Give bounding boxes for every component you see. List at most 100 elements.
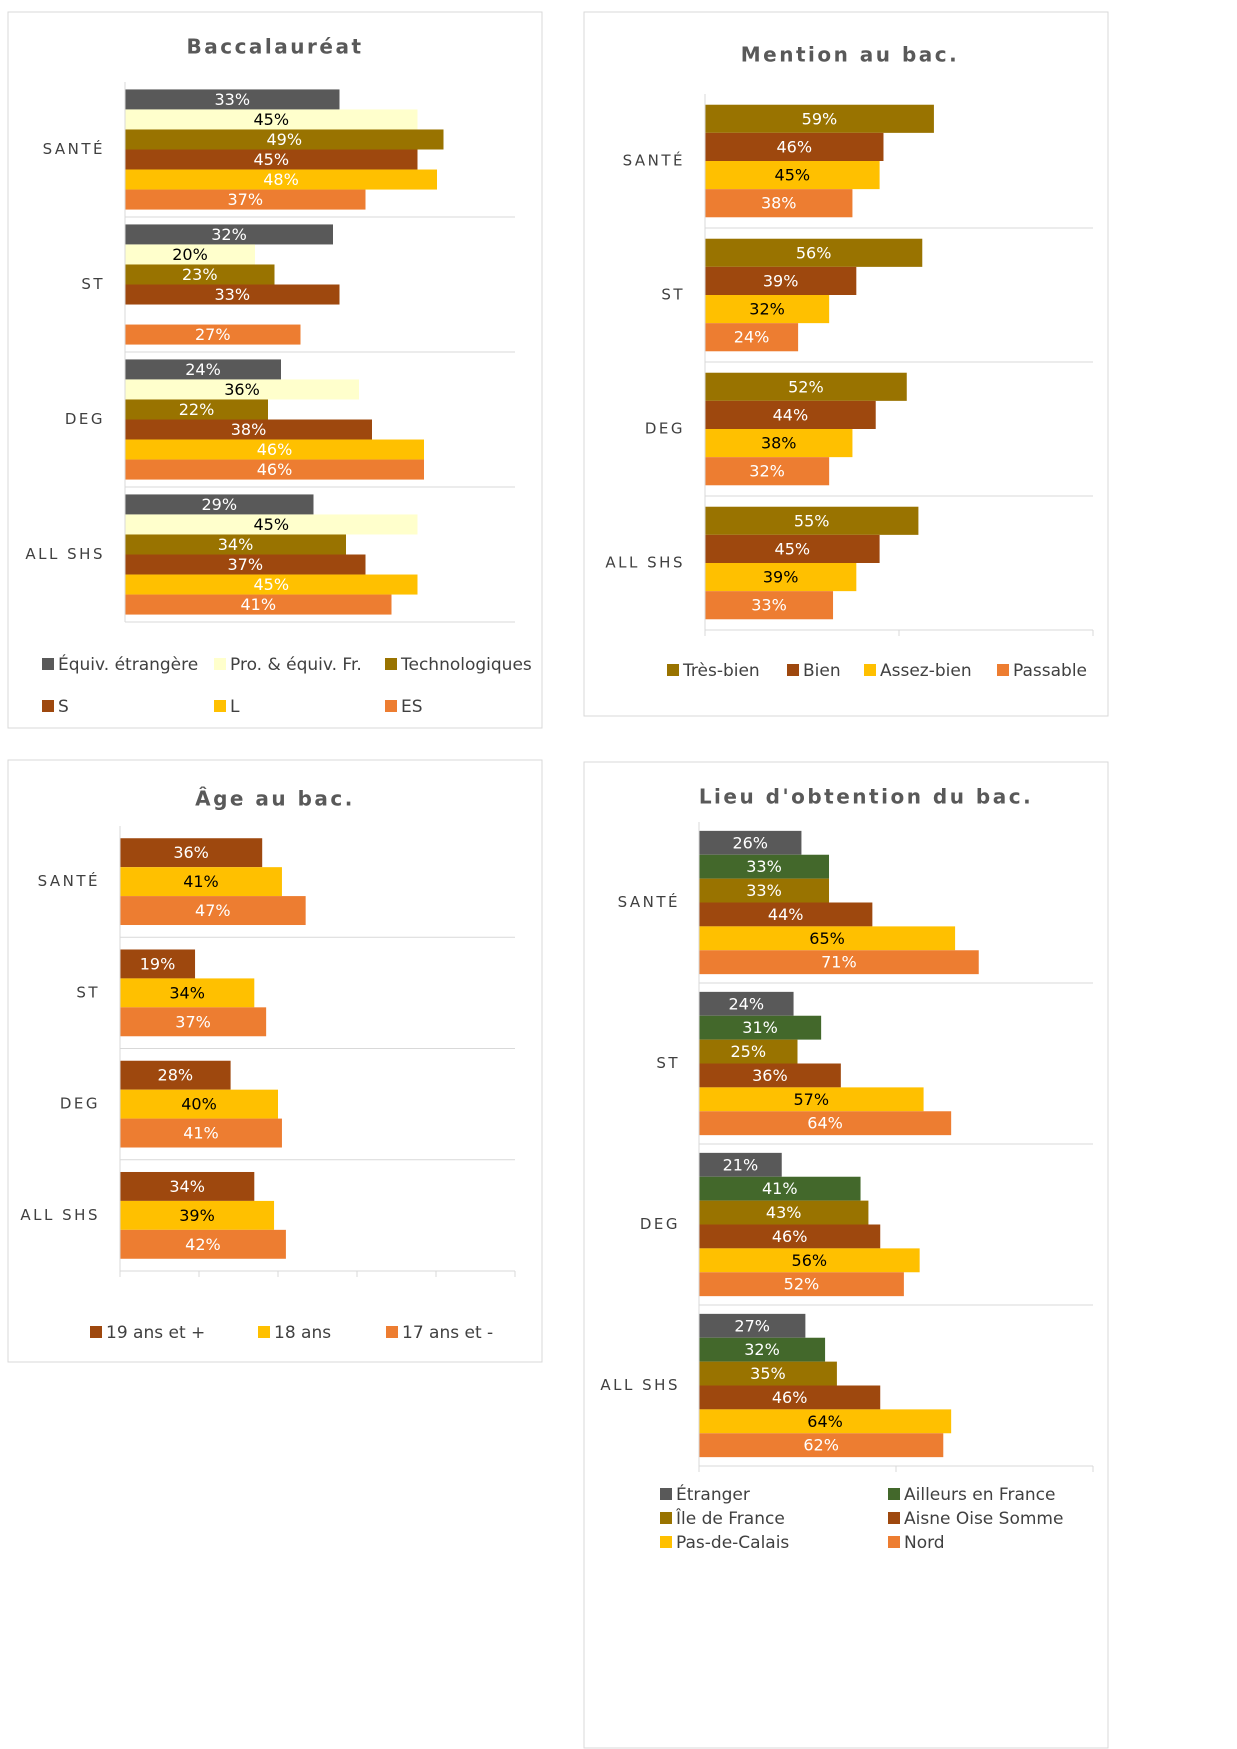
value-label: 45% xyxy=(253,150,289,169)
value-label: 19% xyxy=(140,954,176,973)
bar xyxy=(125,284,340,305)
bar xyxy=(699,1111,952,1136)
bar xyxy=(699,1409,952,1434)
legend-label: 19 ans et + xyxy=(106,1323,205,1343)
value-label: 39% xyxy=(179,1206,215,1225)
bar xyxy=(699,1361,837,1386)
legend-label: Aisne Oise Somme xyxy=(904,1509,1063,1529)
value-label: 29% xyxy=(201,495,237,514)
value-label: 37% xyxy=(175,1012,211,1031)
bar xyxy=(125,594,392,615)
value-label: 56% xyxy=(796,243,832,262)
value-label: 41% xyxy=(183,872,219,891)
category-label: ST xyxy=(661,286,685,304)
value-label: 38% xyxy=(761,194,797,213)
bar xyxy=(705,563,857,592)
bar xyxy=(699,830,802,855)
value-label: 46% xyxy=(257,440,293,459)
bar xyxy=(125,379,359,400)
legend-swatch xyxy=(42,658,54,670)
bar xyxy=(125,264,275,285)
value-label: 32% xyxy=(749,462,785,481)
value-label: 45% xyxy=(775,166,811,185)
value-label: 43% xyxy=(766,1203,802,1222)
category-label: DEG xyxy=(640,1215,680,1233)
bar xyxy=(125,359,281,380)
value-label: 33% xyxy=(214,285,250,304)
value-label: 27% xyxy=(195,325,231,344)
value-label: 35% xyxy=(750,1364,786,1383)
bar xyxy=(125,129,444,150)
value-label: 26% xyxy=(732,833,768,852)
value-label: 44% xyxy=(768,905,804,924)
legend-label: 17 ans et - xyxy=(402,1323,493,1343)
legend-label: L xyxy=(230,697,240,717)
bar xyxy=(120,896,306,926)
bar xyxy=(120,838,263,868)
bar xyxy=(705,372,907,401)
value-label: 21% xyxy=(723,1155,759,1174)
category-label: SANTÉ xyxy=(623,151,685,170)
bar xyxy=(699,1152,782,1177)
value-label: 25% xyxy=(730,1042,766,1061)
value-label: 42% xyxy=(185,1235,221,1254)
legend-label: Équiv. étrangère xyxy=(58,653,198,675)
value-label: 27% xyxy=(734,1316,770,1335)
bar xyxy=(120,1089,278,1119)
value-label: 56% xyxy=(792,1251,828,1270)
value-label: 45% xyxy=(253,575,289,594)
bar xyxy=(705,132,884,161)
legend-swatch xyxy=(660,1488,672,1500)
bar xyxy=(699,1385,881,1410)
value-label: 37% xyxy=(227,555,263,574)
category-label: ST xyxy=(656,1054,680,1072)
bar xyxy=(125,224,333,245)
bar xyxy=(120,949,196,979)
value-label: 45% xyxy=(253,515,289,534)
value-label: 33% xyxy=(214,90,250,109)
bar xyxy=(699,1313,806,1338)
bar xyxy=(699,1272,904,1297)
bar xyxy=(699,950,979,975)
legend-label: Assez-bien xyxy=(880,661,972,681)
value-label: 34% xyxy=(169,1177,205,1196)
bar xyxy=(125,459,424,480)
bar xyxy=(699,854,830,879)
value-label: 62% xyxy=(803,1436,839,1455)
bar xyxy=(699,1337,826,1362)
category-label: ST xyxy=(76,983,100,1001)
bar xyxy=(125,189,366,210)
legend-label: Étranger xyxy=(676,1483,750,1505)
value-label: 36% xyxy=(752,1066,788,1085)
value-label: 46% xyxy=(776,137,812,156)
value-label: 47% xyxy=(195,901,231,920)
value-label: 40% xyxy=(181,1095,217,1114)
legend-swatch xyxy=(888,1488,900,1500)
value-label: 52% xyxy=(784,1275,820,1294)
bar xyxy=(705,161,880,190)
chart-title: Âge au bac. xyxy=(195,787,355,811)
bar xyxy=(699,991,794,1016)
value-label: 64% xyxy=(807,1412,843,1431)
legend-swatch xyxy=(667,664,679,676)
chart-title: Baccalauréat xyxy=(186,35,363,59)
category-label: ST xyxy=(81,275,105,293)
bar xyxy=(125,149,418,170)
bar xyxy=(705,400,876,429)
value-label: 52% xyxy=(788,377,824,396)
value-label: 23% xyxy=(182,265,218,284)
value-label: 39% xyxy=(763,568,799,587)
bar xyxy=(699,1063,841,1088)
value-label: 64% xyxy=(807,1114,843,1133)
bar xyxy=(699,1039,798,1064)
bar xyxy=(699,1224,881,1249)
category-label: DEG xyxy=(60,1095,100,1113)
legend-swatch xyxy=(385,658,397,670)
legend-swatch xyxy=(787,664,799,676)
value-label: 41% xyxy=(183,1124,219,1143)
bar xyxy=(705,506,919,535)
legend-label: Bien xyxy=(803,661,841,681)
bar xyxy=(699,902,873,927)
bar xyxy=(705,457,830,486)
bar xyxy=(699,1248,920,1273)
